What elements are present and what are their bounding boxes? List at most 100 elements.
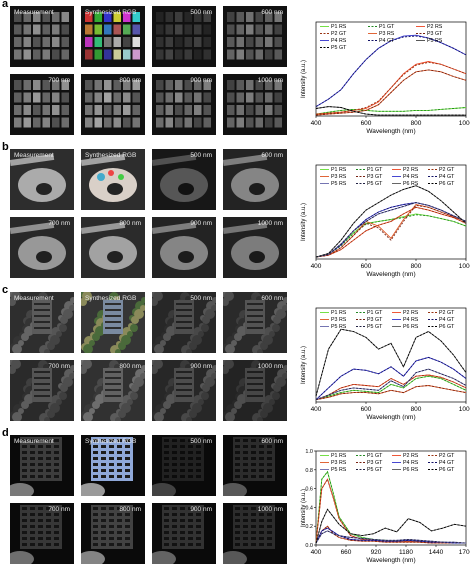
x-tick-label: 800: [411, 263, 422, 270]
x-tick-label: 660: [341, 549, 352, 556]
image-label: 800 nm: [119, 363, 141, 370]
scene-graphic: [10, 503, 74, 564]
legend-label: P4 RS: [403, 174, 419, 180]
x-tick-label: 600: [361, 120, 372, 127]
panel-d: d Measurement Synthesized RGB 500 nm 600 nm 7…: [0, 427, 474, 572]
scene-graphic: [223, 6, 287, 67]
y-axis-label: Intensity (a.u.): [301, 203, 307, 241]
image-label: 600 nm: [261, 9, 283, 16]
series-line-p5-gt: [315, 530, 467, 544]
series-line-p1-rs: [315, 470, 466, 544]
scene-graphic: [10, 435, 74, 496]
legend-label: P5 GT: [367, 181, 383, 187]
legend-label: P4 RS: [403, 460, 419, 466]
legend-label: P6 RS: [403, 324, 419, 330]
x-tick-label: 400: [311, 120, 322, 127]
image-label: 1000 nm: [257, 220, 283, 227]
image-label: 800 nm: [119, 506, 141, 513]
y-axis-label: Intensity (a.u.): [301, 60, 307, 98]
series-line-p6-gt: [315, 508, 467, 544]
image-label: Measurement: [14, 152, 54, 159]
panel-letter: c: [2, 284, 9, 296]
x-axis-label: Wavelength (nm): [366, 557, 415, 564]
legend-label: P1 RS: [331, 24, 347, 30]
series-line-p6-gt: [315, 328, 467, 397]
series-line-p2-gt: [315, 61, 467, 115]
series-line-p2-gt: [315, 206, 467, 258]
panel-c: c Measurement Synthesized RGB 500 nm 600 nm 7…: [0, 284, 474, 429]
legend-label: P5 RS: [331, 324, 347, 330]
image-band: 600 nm: [223, 435, 287, 496]
image-label: 500 nm: [190, 9, 212, 16]
scene-graphic: [10, 74, 74, 135]
image-band: 600 nm: [223, 292, 287, 353]
x-tick-label: 1000: [459, 120, 470, 127]
legend-label: P4 GT: [439, 317, 455, 323]
series-line-p6-rs: [315, 328, 467, 397]
scene-graphic: [10, 6, 74, 67]
legend-label: P4 RS: [403, 317, 419, 323]
y-tick-label: 0.0: [305, 543, 313, 549]
scene-graphic: [81, 217, 145, 278]
image-band: 600 nm: [223, 6, 287, 67]
legend-label: P6 RS: [403, 181, 419, 187]
scene-graphic: [81, 292, 145, 353]
scene-graphic: [152, 360, 216, 421]
x-tick-label: 400: [311, 549, 322, 556]
scene-graphic: [152, 435, 216, 496]
image-label: 700 nm: [48, 220, 70, 227]
series-line-p5-gt: [315, 202, 467, 258]
legend-label: P1 RS: [331, 167, 347, 173]
x-tick-label: 800: [411, 120, 422, 127]
image-synthesized-rgb: Synthesized RGB: [81, 435, 145, 496]
image-label: Measurement: [14, 9, 54, 16]
scene-graphic: [223, 435, 287, 496]
panel-letter: d: [2, 427, 9, 439]
legend-label: P6 GT: [439, 324, 455, 330]
legend-label: P2 RS: [403, 310, 419, 316]
x-tick-label: 600: [361, 263, 372, 270]
series-line-p5-gt: [315, 106, 466, 116]
y-tick-label: 0.8: [305, 468, 313, 474]
series-line-p2-gt: [315, 374, 467, 401]
legend-label: P2 RS: [427, 24, 443, 30]
legend-label: P1 GT: [367, 310, 383, 316]
image-label: Measurement: [14, 295, 54, 302]
series-line-p4-gt: [315, 356, 467, 401]
chart-svg: 400 600 800 1000 Wavelength (nm) Intensity (a…: [301, 164, 474, 278]
image-label: 600 nm: [261, 152, 283, 159]
image-band: 800 nm: [81, 74, 145, 135]
legend-label: P3 RS: [331, 317, 347, 323]
scene-graphic: [152, 6, 216, 67]
image-band: 500 nm: [152, 149, 216, 210]
scene-graphic: [152, 149, 216, 210]
legend-label: P2 GT: [439, 453, 455, 459]
image-label: 1000 nm: [257, 363, 283, 370]
image-band: 1000 nm: [223, 360, 287, 421]
series-line-p1-gt: [315, 107, 467, 115]
scene-graphic: [152, 503, 216, 564]
x-tick-label: 1000: [459, 263, 470, 270]
y-tick-label: 0.2: [305, 524, 313, 530]
image-synthesized-rgb: Synthesized RGB: [81, 292, 145, 353]
y-axis-label: Intensity (a.u.): [301, 346, 307, 384]
image-label: 900 nm: [190, 77, 212, 84]
series-line-p6-gt: [315, 185, 467, 258]
series-line-p3-rs: [315, 385, 467, 401]
x-tick-label: 920: [371, 549, 382, 556]
panel-b: b Measurement Synthesized RGB 500 nm 600 nm 7…: [0, 141, 474, 286]
x-tick-label: 800: [411, 406, 422, 413]
image-label: 800 nm: [119, 220, 141, 227]
legend-label: P5 GT: [331, 45, 347, 51]
legend-label: P1 GT: [379, 24, 395, 30]
x-tick-label: 400: [311, 263, 322, 270]
image-label: Synthesized RGB: [85, 152, 137, 159]
spectrum-chart-c: 400 600 800 1000 Wavelength (nm) Intensity (a…: [300, 306, 474, 421]
series-line-p1-gt: [315, 375, 467, 401]
scene-graphic: [152, 292, 216, 353]
image-label: 1000 nm: [257, 77, 283, 84]
plot-frame: [315, 21, 467, 117]
legend-label: P6 GT: [439, 181, 455, 187]
legend-label: P6 RS: [403, 467, 419, 473]
